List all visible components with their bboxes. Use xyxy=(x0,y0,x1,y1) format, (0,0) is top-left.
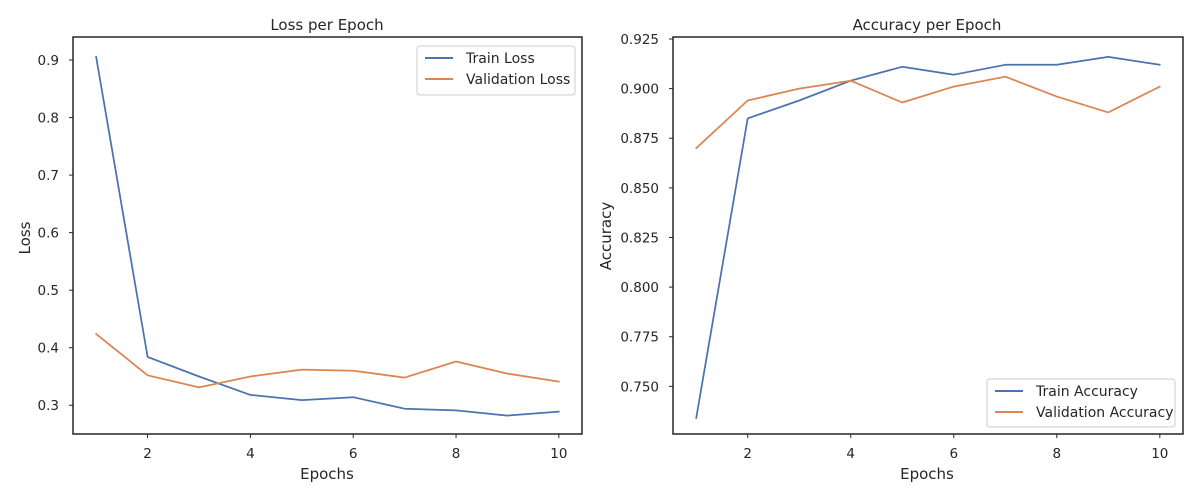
accuracy-legend-label-validation: Validation Accuracy xyxy=(1036,405,1174,421)
accuracy-axis-ticks: 2 4 6 8 10 0.750 0.775 0.800 0.825 0.850 0.875 0.90… xyxy=(620,32,1168,462)
accuracy-x-tick-label: 6 xyxy=(949,446,958,462)
loss-legend-label-train: Train Loss xyxy=(465,51,535,67)
accuracy-legend-label-train: Train Accuracy xyxy=(1035,384,1138,400)
loss-y-tick-label: 0.5 xyxy=(38,283,59,299)
accuracy-y-tick-label: 0.925 xyxy=(620,32,659,48)
loss-y-axis-label: Loss xyxy=(16,221,34,254)
loss-y-tick-label: 0.9 xyxy=(38,53,59,69)
loss-subplot: Loss per Epoch 2 4 6 8 10 0.3 0.4 0.5 0.6 0.7 0.8 0… xyxy=(16,16,583,483)
loss-x-tick-label: 8 xyxy=(452,446,461,462)
accuracy-x-axis-label: Epochs xyxy=(900,465,954,483)
loss-y-tick-label: 0.3 xyxy=(38,398,59,414)
accuracy-y-tick-label: 0.775 xyxy=(620,330,659,346)
accuracy-series-validation-line xyxy=(695,75,1161,150)
loss-series-train-line xyxy=(95,55,560,417)
loss-x-tick-label: 10 xyxy=(550,446,567,462)
loss-plot-frame xyxy=(72,36,583,435)
loss-axis-ticks: 2 4 6 8 10 0.3 0.4 0.5 0.6 0.7 0.8 0.9 xyxy=(38,53,568,462)
loss-x-tick-label: 6 xyxy=(349,446,358,462)
accuracy-y-tick-label: 0.825 xyxy=(620,230,659,246)
accuracy-y-tick-label: 0.850 xyxy=(620,181,659,197)
loss-y-tick-label: 0.7 xyxy=(38,168,59,184)
accuracy-series-train-line xyxy=(695,56,1161,419)
accuracy-y-tick-label: 0.800 xyxy=(620,280,659,296)
accuracy-x-tick-label: 2 xyxy=(743,446,752,462)
loss-x-tick-label: 2 xyxy=(143,446,152,462)
loss-legend-label-validation: Validation Loss xyxy=(466,72,570,88)
loss-chart-title: Loss per Epoch xyxy=(270,16,383,34)
loss-y-tick-label: 0.8 xyxy=(38,111,59,127)
accuracy-y-tick-label: 0.900 xyxy=(620,82,659,98)
accuracy-legend-box xyxy=(986,378,1176,428)
accuracy-subplot: Accuracy per Epoch 2 4 6 8 10 0.750 0.775 0.800… xyxy=(597,16,1184,483)
loss-series-validation-line xyxy=(95,333,560,389)
loss-x-tick-label: 4 xyxy=(246,446,255,462)
accuracy-x-tick-label: 10 xyxy=(1151,446,1168,462)
accuracy-y-tick-label: 0.750 xyxy=(620,379,659,395)
accuracy-chart-marks xyxy=(695,56,1161,419)
accuracy-x-tick-label: 4 xyxy=(846,446,855,462)
accuracy-x-tick-label: 8 xyxy=(1052,446,1061,462)
accuracy-y-axis-label: Accuracy xyxy=(597,202,615,271)
loss-legend-box xyxy=(416,45,576,96)
accuracy-chart-title: Accuracy per Epoch xyxy=(853,16,1002,34)
loss-y-tick-label: 0.6 xyxy=(38,226,59,242)
loss-legend: Train Loss Validation Loss xyxy=(416,45,576,96)
accuracy-y-tick-label: 0.875 xyxy=(620,131,659,147)
accuracy-legend: Train Accuracy Validation Accuracy xyxy=(986,378,1176,428)
loss-x-axis-label: Epochs xyxy=(300,465,354,483)
loss-chart-marks xyxy=(95,55,560,417)
accuracy-plot-frame xyxy=(672,36,1184,435)
loss-y-tick-label: 0.4 xyxy=(38,341,59,357)
